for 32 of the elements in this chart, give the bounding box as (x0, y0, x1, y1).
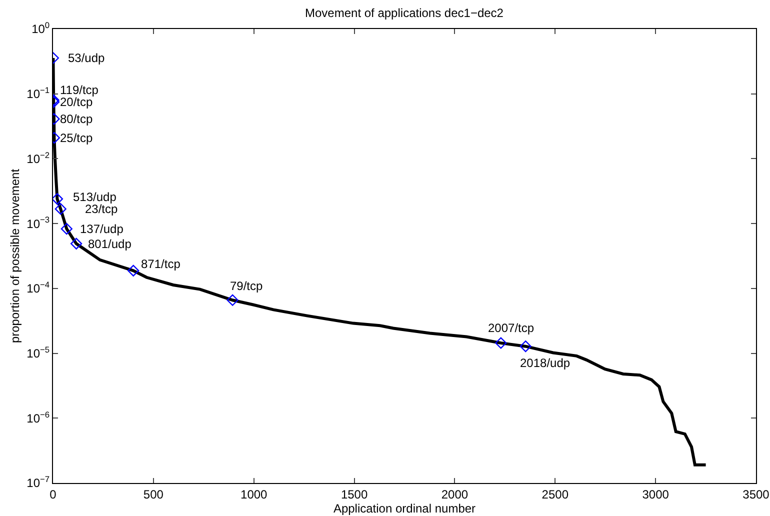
annotation: 137/udp (80, 222, 124, 236)
annotation: 79/tcp (230, 279, 264, 293)
annotation: 2007/tcp (488, 321, 534, 335)
y-tick-label: 10$^{−1}$ (26, 85, 50, 102)
annotation: 2018/udp (520, 356, 570, 370)
y-tick-label: 10$^{−6}$ (26, 409, 50, 426)
x-tick-label: 2500 (542, 487, 569, 502)
annotation: 80/tcp (60, 112, 94, 126)
annotation: 119/tcp (60, 83, 99, 97)
annotation: 25/tcp (60, 131, 94, 145)
y-tick-label: 10$^{−3}$ (26, 214, 50, 231)
annotation: 801/udp (88, 237, 132, 251)
annotation: 53/udp (68, 51, 106, 65)
x-tick-label: 2000 (441, 487, 468, 502)
y-axis-title: proportion of possible movement (8, 168, 22, 344)
chart-title: Movement of applications dec1−dec2 (305, 6, 504, 20)
annotation: 871/tcp (141, 257, 181, 271)
x-tick-label: 3000 (642, 487, 670, 502)
x-tick-label: 500 (143, 487, 164, 502)
x-tick-label: 0 (50, 487, 57, 502)
y-tick-label: 10$^{0}$ (32, 20, 50, 36)
x-axis-title: Application ordinal number (333, 501, 476, 516)
x-tick-label: 1000 (240, 487, 268, 502)
y-tick-label: 10$^{−2}$ (26, 150, 50, 166)
y-tick-label: 10$^{−4}$ (26, 280, 50, 296)
x-tick-label: 3500 (742, 487, 770, 502)
annotation: 20/tcp (60, 95, 94, 109)
x-tick-label: 1500 (340, 487, 368, 502)
y-tick-label: 10$^{−7}$ (26, 474, 50, 490)
y-tick-label: 10$^{−5}$ (26, 344, 50, 360)
annotation: 23/tcp (85, 202, 118, 216)
annotation: 513/udp (73, 190, 117, 204)
